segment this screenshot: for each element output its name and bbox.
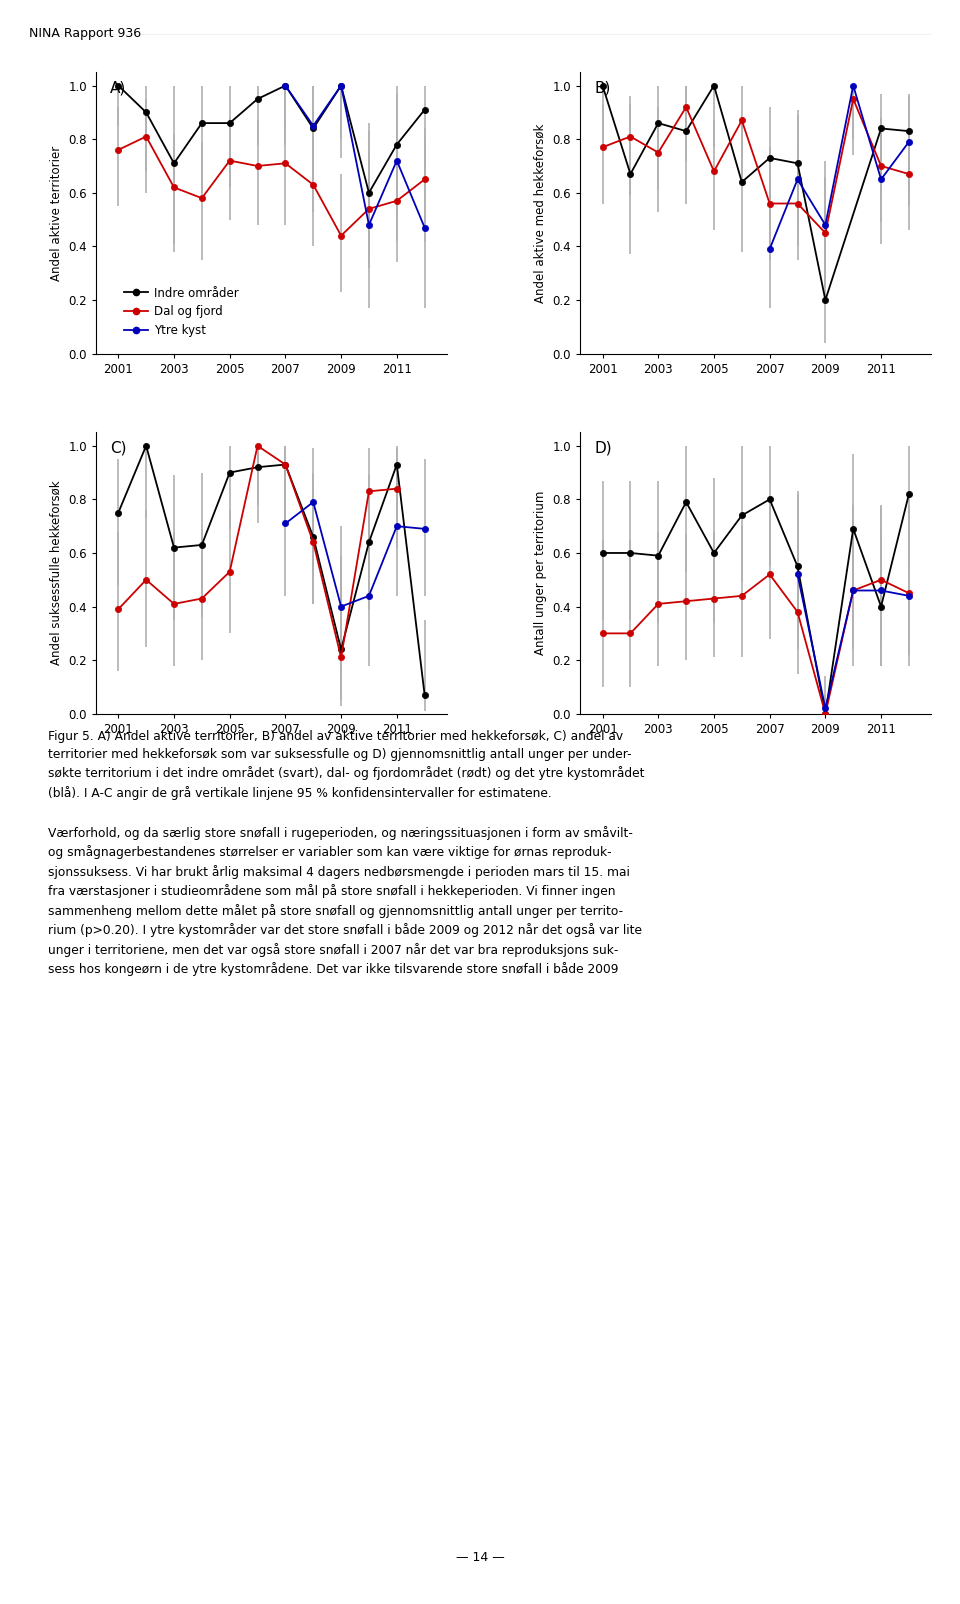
Legend: Indre områder, Dal og fjord, Ytre kyst: Indre områder, Dal og fjord, Ytre kyst (119, 282, 243, 342)
Y-axis label: Andel suksessfulle hekkeforsøk: Andel suksessfulle hekkeforsøk (50, 481, 62, 666)
Text: — 14 —: — 14 — (456, 1551, 504, 1564)
Text: B): B) (594, 80, 611, 96)
Text: D): D) (594, 441, 612, 456)
Y-axis label: Andel aktive med hekkeforsøk: Andel aktive med hekkeforsøk (534, 124, 547, 303)
Text: Værforhold, og da særlig store snøfall i rugeperioden, og næringssituasjonen i f: Værforhold, og da særlig store snøfall i… (48, 826, 642, 977)
Text: Figur 5. A) Andel aktive territorier, B) andel av aktive territorier med hekkefo: Figur 5. A) Andel aktive territorier, B)… (48, 730, 644, 800)
Text: A): A) (110, 80, 127, 96)
Text: NINA Rapport 936: NINA Rapport 936 (29, 27, 141, 40)
Text: C): C) (110, 441, 127, 456)
Y-axis label: Andel aktive territorier: Andel aktive territorier (50, 146, 62, 281)
Y-axis label: Antall unger per territorium: Antall unger per territorium (534, 491, 547, 656)
